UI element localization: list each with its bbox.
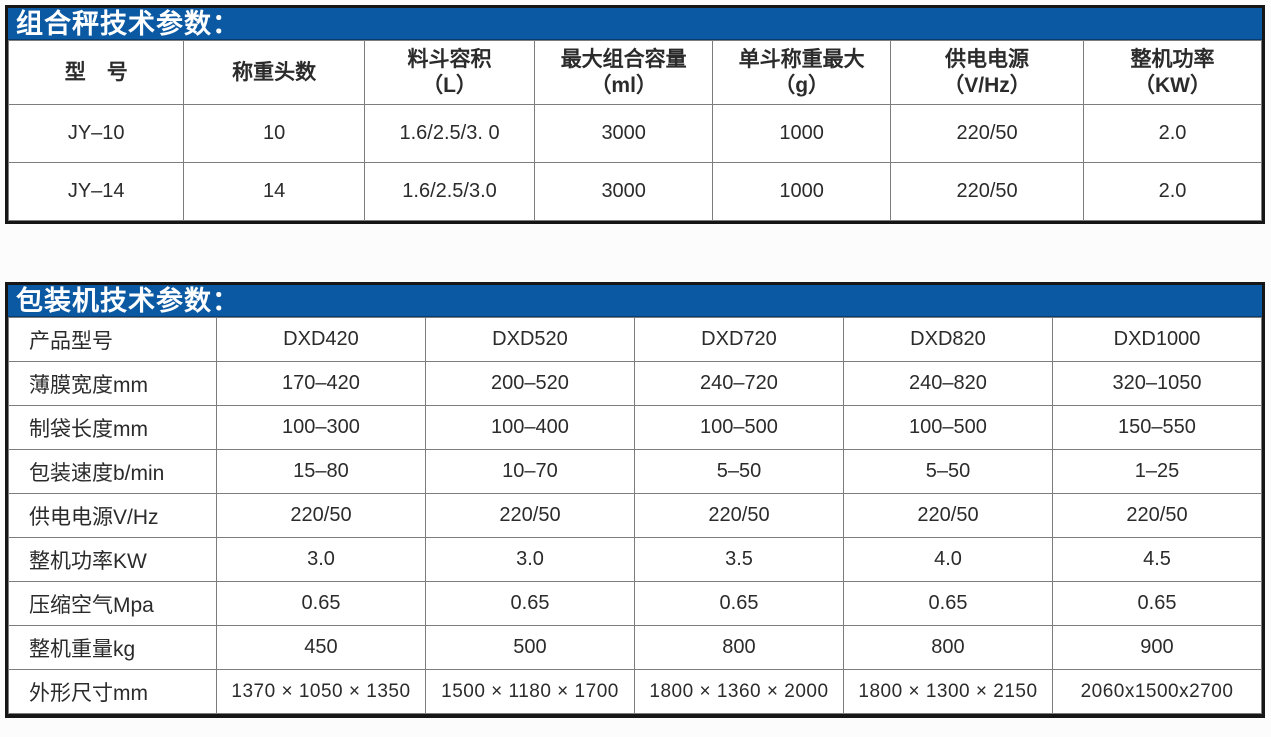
packer-row-compressed-air: 压缩空气Mpa 0.65 0.65 0.65 0.65 0.65 (8, 581, 1263, 626)
weigher-banner-title: 组合秤技术参数： (8, 8, 1262, 40)
packer-row-label: 整机功率KW (8, 537, 217, 582)
packer-row-label: 供电电源V/Hz (8, 493, 217, 538)
packer-cell: 3.0 (424, 537, 635, 582)
packer-row-dimensions: 外形尺寸mm 1370 × 1050 × 1350 1500 × 1180 × … (8, 669, 1263, 714)
packer-cell: 0.65 (1051, 581, 1263, 626)
packer-row-label: 压缩空气Mpa (8, 581, 217, 626)
weigher-row-jy10: JY–10 10 1.6/2.5/3. 0 3000 1000 220/50 2… (7, 104, 1262, 163)
weigher-header-max-single-weight: 单斗称重最大 （g） (712, 40, 892, 105)
packer-cell: 4.5 (1051, 537, 1263, 582)
packer-cell: 5–50 (842, 449, 1053, 494)
weigher-spec-section: 组合秤技术参数： 型 号 称重头数 料斗容积 （L） (5, 5, 1265, 224)
packer-cell: 240–820 (842, 361, 1053, 406)
weigher-row-jy14: JY–14 14 1.6/2.5/3.0 3000 1000 220/50 2.… (7, 162, 1262, 221)
packer-cell: 2060x1500x2700 (1051, 669, 1263, 714)
packer-cell: 4.0 (842, 537, 1053, 582)
weigher-header-power-supply: 供电电源 （V/Hz） (890, 40, 1085, 105)
weigher-table: 型 号 称重头数 料斗容积 （L） 最大组合容量 （ml） 单斗称重最大 (7, 40, 1262, 221)
weigher-header-row: 型 号 称重头数 料斗容积 （L） 最大组合容量 （ml） 单斗称重最大 (7, 40, 1262, 105)
packer-cell: 220/50 (633, 493, 844, 538)
weigher-cell: 1.6/2.5/3. 0 (363, 104, 536, 163)
packer-banner-title: 包装机技术参数： (8, 285, 1262, 317)
weigher-cell: 14 (183, 162, 365, 221)
packer-cell: 5–50 (633, 449, 844, 494)
packer-cell: 100–300 (215, 405, 426, 450)
packer-cell: 220/50 (842, 493, 1053, 538)
packer-cell: DXD420 (215, 317, 426, 362)
packer-cell: 320–1050 (1051, 361, 1263, 406)
packer-cell: 0.65 (633, 581, 844, 626)
packer-cell: 3.5 (633, 537, 844, 582)
packer-spec-section: 包装机技术参数： 产品型号 DXD420 DXD520 DXD720 DXD82… (5, 282, 1265, 718)
packer-cell: 800 (842, 625, 1053, 670)
packer-cell: 1500 × 1180 × 1700 (424, 669, 635, 714)
weigher-header-hopper-volume: 料斗容积 （L） (363, 40, 536, 105)
packer-cell: 10–70 (424, 449, 635, 494)
packer-row-weight: 整机重量kg 450 500 800 800 900 (8, 625, 1263, 670)
packer-row-film-width: 薄膜宽度mm 170–420 200–520 240–720 240–820 3… (8, 361, 1263, 406)
weigher-cell: JY–14 (7, 162, 185, 221)
packer-row-label: 产品型号 (8, 317, 217, 362)
packer-row-bag-length: 制袋长度mm 100–300 100–400 100–500 100–500 1… (8, 405, 1263, 450)
weigher-cell: 220/50 (890, 162, 1085, 221)
weigher-header-total-power: 整机功率 （KW） (1083, 40, 1262, 105)
packer-cell: 100–400 (424, 405, 635, 450)
packer-cell: 900 (1051, 625, 1263, 670)
packer-cell: 450 (215, 625, 426, 670)
packer-row-label: 整机重量kg (8, 625, 217, 670)
weigher-cell: 1.6/2.5/3.0 (363, 162, 536, 221)
packer-row-power-supply: 供电电源V/Hz 220/50 220/50 220/50 220/50 220… (8, 493, 1263, 538)
weigher-cell: JY–10 (7, 104, 185, 163)
packer-cell: 100–500 (633, 405, 844, 450)
packer-cell: 220/50 (215, 493, 426, 538)
weigher-cell: 3000 (534, 104, 714, 163)
packer-cell: 3.0 (215, 537, 426, 582)
weigher-cell: 1000 (712, 162, 892, 221)
weigher-cell: 1000 (712, 104, 892, 163)
weigher-cell: 2.0 (1083, 162, 1262, 221)
packer-row-label: 制袋长度mm (8, 405, 217, 450)
packer-cell: 220/50 (1051, 493, 1263, 538)
packer-row-total-power: 整机功率KW 3.0 3.0 3.5 4.0 4.5 (8, 537, 1263, 582)
packer-cell: 170–420 (215, 361, 426, 406)
packer-cell: 1800 × 1360 × 2000 (633, 669, 844, 714)
packer-cell: DXD720 (633, 317, 844, 362)
weigher-cell: 220/50 (890, 104, 1085, 163)
packer-cell: DXD520 (424, 317, 635, 362)
packer-cell: 200–520 (424, 361, 635, 406)
weigher-cell: 2.0 (1083, 104, 1262, 163)
weigher-cell: 10 (183, 104, 365, 163)
packer-cell: 100–500 (842, 405, 1053, 450)
packer-cell: 240–720 (633, 361, 844, 406)
packer-row-label: 包装速度b/min (8, 449, 217, 494)
packer-cell: 15–80 (215, 449, 426, 494)
packer-cell: 0.65 (842, 581, 1053, 626)
packer-cell: 800 (633, 625, 844, 670)
packer-row-label: 外形尺寸mm (8, 669, 217, 714)
packer-cell: 1800 × 1300 × 2150 (842, 669, 1053, 714)
weigher-cell: 3000 (534, 162, 714, 221)
packer-cell: 0.65 (215, 581, 426, 626)
packer-cell: 220/50 (424, 493, 635, 538)
packer-row-speed: 包装速度b/min 15–80 10–70 5–50 5–50 1–25 (8, 449, 1263, 494)
packer-cell: DXD1000 (1051, 317, 1263, 362)
packer-cell: 0.65 (424, 581, 635, 626)
packer-cell: 500 (424, 625, 635, 670)
weigher-header-heads: 称重头数 (183, 40, 365, 105)
packer-table: 产品型号 DXD420 DXD520 DXD720 DXD820 DXD1000… (8, 317, 1263, 714)
packer-row-model: 产品型号 DXD420 DXD520 DXD720 DXD820 DXD1000 (8, 317, 1263, 362)
packer-cell: 150–550 (1051, 405, 1263, 450)
weigher-header-model: 型 号 (7, 40, 185, 105)
packer-cell: DXD820 (842, 317, 1053, 362)
packer-row-label: 薄膜宽度mm (8, 361, 217, 406)
weigher-header-max-capacity: 最大组合容量 （ml） (534, 40, 714, 105)
packer-cell: 1370 × 1050 × 1350 (215, 669, 426, 714)
packer-cell: 1–25 (1051, 449, 1263, 494)
